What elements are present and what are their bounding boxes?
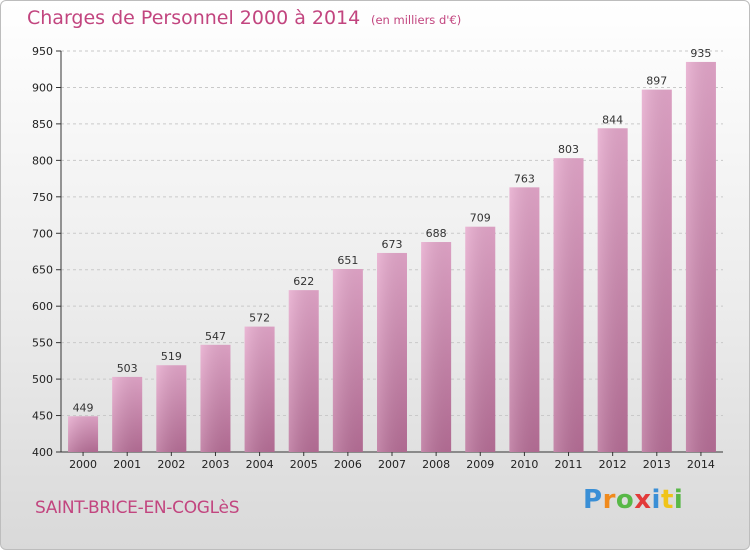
bar-shade: [553, 158, 584, 452]
bar-shade: [641, 89, 672, 452]
data-label: 935: [690, 47, 711, 60]
data-label: 897: [646, 75, 667, 88]
y-tick-label: 800: [32, 154, 53, 167]
bar-shade: [200, 344, 231, 452]
logo-letter: x: [634, 485, 652, 515]
logo-letter: i: [651, 485, 661, 515]
y-tick-label: 700: [32, 227, 53, 240]
data-label: 519: [161, 350, 182, 363]
x-tick-label: 2011: [555, 458, 583, 471]
y-tick-label: 450: [32, 410, 53, 423]
x-tick-label: 2010: [510, 458, 538, 471]
y-tick-label: 550: [32, 337, 53, 350]
logo-letter: P: [583, 485, 603, 515]
data-label: 572: [249, 312, 270, 325]
x-tick-label: 2012: [599, 458, 627, 471]
bar-shade: [332, 268, 363, 452]
bar-shade: [288, 290, 319, 452]
data-label: 622: [293, 275, 314, 288]
proxiti-logo[interactable]: Proxiti: [583, 485, 683, 515]
x-tick-label: 2000: [69, 458, 97, 471]
chart-title: Charges de Personnel 2000 à 2014: [27, 7, 361, 29]
x-tick-label: 2005: [290, 458, 318, 471]
y-tick-label: 750: [32, 191, 53, 204]
bar-shade: [377, 252, 407, 452]
bar-shade: [112, 376, 143, 452]
x-tick-label: 2007: [378, 458, 406, 471]
data-label: 688: [426, 227, 447, 240]
bar-shade: [68, 416, 99, 452]
commune-name: SAINT-BRICE-EN-COGLèS: [35, 498, 240, 518]
data-label: 709: [470, 212, 491, 225]
x-tick-label: 2003: [201, 458, 229, 471]
logo-letter: t: [660, 485, 674, 515]
logo-letter: i: [673, 485, 684, 515]
y-tick-label: 650: [32, 264, 53, 277]
data-label: 803: [558, 143, 579, 156]
bar-shade: [421, 242, 452, 452]
bar-shade: [244, 326, 275, 452]
data-label: 651: [337, 254, 358, 267]
bar-shade: [685, 61, 716, 452]
y-tick-label: 950: [32, 45, 53, 58]
data-label: 449: [73, 401, 94, 414]
data-label: 547: [205, 330, 226, 343]
x-tick-label: 2013: [643, 458, 671, 471]
bar-shade: [597, 128, 628, 452]
y-tick-label: 500: [32, 373, 53, 386]
x-tick-label: 2009: [466, 458, 494, 471]
x-tick-label: 2008: [422, 458, 450, 471]
x-tick-label: 2006: [334, 458, 362, 471]
y-tick-label: 400: [32, 446, 53, 459]
data-label: 844: [602, 113, 623, 126]
logo-letter: r: [602, 485, 616, 515]
bar-shade: [156, 365, 187, 452]
data-label: 763: [514, 172, 535, 185]
y-tick-label: 900: [32, 81, 53, 94]
x-tick-label: 2002: [157, 458, 185, 471]
x-tick-label: 2014: [687, 458, 715, 471]
bar-shade: [465, 226, 496, 452]
bar-shade: [509, 187, 540, 452]
data-label: 503: [117, 362, 138, 375]
y-tick-label: 600: [32, 300, 53, 313]
y-tick-label: 850: [32, 118, 53, 131]
logo-letter: o: [615, 485, 635, 515]
x-tick-label: 2004: [246, 458, 274, 471]
chart-subtitle: (en milliers d'€): [371, 13, 462, 27]
x-tick-label: 2001: [113, 458, 141, 471]
data-label: 673: [382, 238, 403, 251]
